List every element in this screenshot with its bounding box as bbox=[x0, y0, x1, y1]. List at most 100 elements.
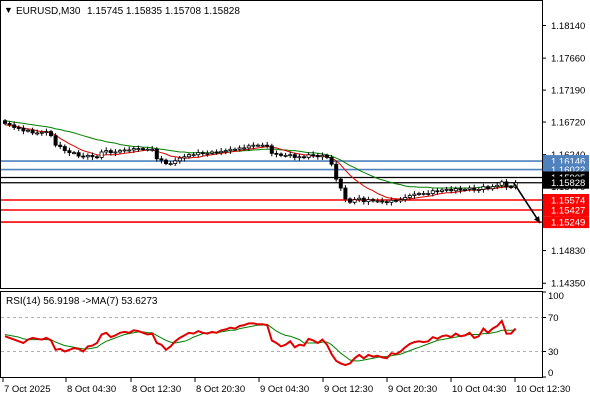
candle-body bbox=[177, 157, 182, 162]
main-pane-frame bbox=[0, 0, 543, 289]
candle-body bbox=[301, 156, 306, 159]
candle-body bbox=[214, 151, 219, 154]
level-label: 1.16022 bbox=[551, 165, 585, 176]
candle-body bbox=[508, 186, 513, 189]
candle-body bbox=[416, 193, 421, 195]
candle-body bbox=[485, 186, 490, 190]
header-arrow-icon[interactable]: ▼ bbox=[4, 5, 13, 15]
candle-body bbox=[200, 152, 205, 155]
candle-body bbox=[412, 193, 417, 196]
candle-body bbox=[357, 197, 362, 200]
candle-body bbox=[274, 152, 279, 155]
candle-body bbox=[85, 154, 90, 158]
candle-body bbox=[99, 151, 104, 158]
candle-body bbox=[306, 154, 311, 158]
time-tick-label: 8 Oct 20:30 bbox=[196, 384, 245, 395]
time-tick-label: 8 Oct 12:30 bbox=[132, 384, 181, 395]
candle-body bbox=[108, 150, 113, 154]
candle-body bbox=[297, 156, 302, 159]
level-lines bbox=[1, 160, 542, 223]
candle-body bbox=[246, 145, 251, 149]
candle-body bbox=[159, 158, 164, 161]
candle-body bbox=[361, 197, 366, 203]
candle-body bbox=[265, 144, 270, 147]
candle-body bbox=[421, 193, 426, 195]
price-tick-label: 1.14830 bbox=[551, 246, 585, 257]
candle-body bbox=[53, 135, 58, 146]
candle-body bbox=[449, 188, 454, 192]
candle-body bbox=[329, 157, 334, 165]
candle-body bbox=[140, 148, 145, 150]
rsi-tick-label: 0 bbox=[548, 368, 553, 379]
candle-body bbox=[398, 199, 403, 202]
forecast-arrow bbox=[512, 182, 541, 224]
level-label: 1.15249 bbox=[551, 218, 585, 229]
candle-body bbox=[458, 188, 463, 191]
candle-body bbox=[320, 154, 325, 158]
candle-body bbox=[72, 152, 77, 155]
candle-body bbox=[122, 149, 127, 152]
time-tick-label: 9 Oct 04:30 bbox=[260, 384, 309, 395]
candle-body bbox=[472, 187, 477, 191]
candle-body bbox=[375, 200, 380, 203]
candle-body bbox=[30, 129, 35, 134]
candle-body bbox=[370, 199, 375, 202]
candle-body bbox=[168, 163, 173, 165]
time-tick-label: 8 Oct 04:30 bbox=[67, 384, 116, 395]
price-tick-label: 1.17190 bbox=[551, 86, 585, 97]
candle-body bbox=[334, 163, 339, 180]
candle-body bbox=[251, 144, 256, 147]
candle-body bbox=[407, 195, 412, 198]
candle-body bbox=[315, 154, 320, 158]
candle-body bbox=[228, 148, 233, 152]
candle-body bbox=[127, 149, 132, 152]
candle-body bbox=[39, 131, 44, 134]
candle-body bbox=[288, 154, 293, 157]
candle-body bbox=[196, 152, 201, 156]
candle-body bbox=[476, 188, 481, 191]
level-label-bg bbox=[543, 216, 589, 229]
candle-body bbox=[384, 201, 389, 204]
candle-body bbox=[44, 131, 49, 133]
ma-fast-line bbox=[4, 124, 516, 200]
candle-body bbox=[154, 148, 159, 160]
candle-body bbox=[90, 154, 95, 158]
moving-average-slow bbox=[4, 120, 516, 189]
candle-body bbox=[81, 155, 86, 158]
rsi-tick-label: 30 bbox=[548, 347, 559, 358]
time-tick-label: 9 Oct 20:30 bbox=[388, 384, 437, 395]
price-tick-label: 1.18140 bbox=[551, 21, 585, 32]
candle-body bbox=[136, 148, 141, 150]
candle-body bbox=[163, 159, 168, 164]
level-label-bg bbox=[543, 203, 589, 216]
candle-body bbox=[430, 190, 435, 194]
candle-body bbox=[380, 200, 385, 203]
price-tick-label: 1.16720 bbox=[551, 118, 585, 129]
candle-body bbox=[426, 193, 431, 195]
candle-body bbox=[467, 187, 472, 190]
rsi-header: RSI(14) 56.9198 ->MA(7) 53.6273 bbox=[6, 296, 158, 307]
candle-body bbox=[352, 199, 357, 203]
candle-body bbox=[278, 153, 283, 156]
candle-body bbox=[393, 199, 398, 202]
ma-slow-line bbox=[4, 120, 516, 189]
time-axis: 7 Oct 2025 8 Oct 04:30 8 Oct 12:30 8 Oct 20… bbox=[2, 378, 570, 395]
level-labels: 1.161461.160221.159051.158281.155741.154… bbox=[543, 155, 589, 229]
candle-body bbox=[131, 148, 136, 151]
candle-body bbox=[347, 198, 352, 203]
candle-body bbox=[481, 186, 486, 190]
candle-body bbox=[495, 184, 500, 188]
rsi-pane-frame bbox=[0, 291, 543, 378]
candle-body bbox=[95, 156, 100, 159]
rsi-tick-label: 100 bbox=[548, 291, 564, 302]
candle-body bbox=[403, 197, 408, 200]
candle-body bbox=[260, 144, 265, 147]
price-tick-label: 1.14350 bbox=[551, 279, 585, 290]
candle-body bbox=[462, 188, 467, 191]
rsi-polyline bbox=[4, 318, 517, 367]
candle-body bbox=[12, 124, 17, 128]
level-label-bg bbox=[543, 193, 589, 206]
candle-body bbox=[145, 148, 150, 151]
candle-body bbox=[3, 120, 8, 124]
candle-body bbox=[292, 154, 297, 158]
